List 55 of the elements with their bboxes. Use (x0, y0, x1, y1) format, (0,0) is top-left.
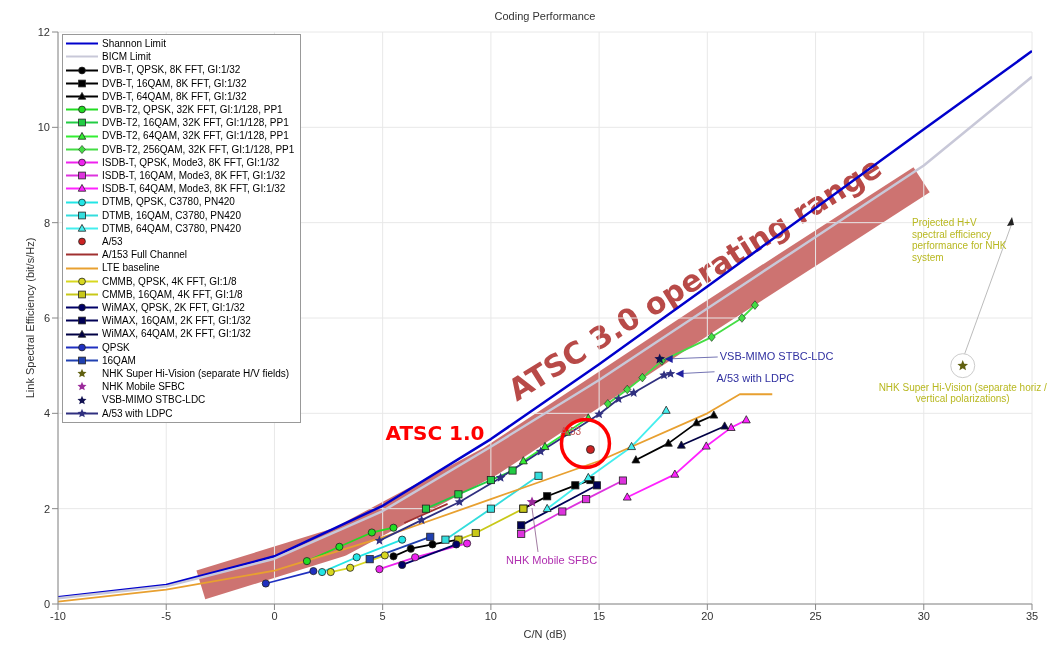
y-tick-label: 10 (37, 121, 50, 134)
y-tick-label: 0 (43, 597, 50, 610)
y-tick-label: 6 (43, 311, 50, 324)
x-tick-label: -5 (161, 609, 172, 622)
annotation: ATSC 1.0 (385, 420, 485, 445)
legend-label: QPSK (102, 340, 130, 354)
legend-label: DTMB, 64QAM, C3780, PN420 (102, 221, 241, 236)
legend-label: A/53 (102, 235, 123, 249)
legend-label: 16QAM (102, 353, 136, 368)
legend-label: ISDB-T, QPSK, Mode3, 8K FFT, GI:1/32 (102, 155, 280, 170)
legend-label: DVB-T, 16QAM, 8K FFT, GI:1/32 (102, 76, 247, 90)
legend-label: CMMB, 16QAM, 4K FFT, GI:1/8 (102, 287, 243, 302)
legend-label: DTMB, 16QAM, C3780, PN420 (102, 208, 241, 222)
y-tick-label: 2 (43, 502, 50, 515)
legend-label: CMMB, QPSK, 4K FFT, GI:1/8 (102, 274, 237, 288)
annotation: A/53 with LDPC (716, 371, 795, 385)
legend-label: DVB-T2, QPSK, 32K FFT, GI:1/128, PP1 (102, 103, 283, 117)
legend-label: DVB-T, 64QAM, 8K FFT, GI:1/32 (102, 89, 247, 104)
legend-label: DVB-T2, 256QAM, 32K FFT, GI:1/128, PP1 (102, 142, 295, 156)
x-tick-label: 15 (592, 609, 606, 622)
y-tick-label: 8 (43, 216, 50, 229)
legend-label: A/153 Full Channel (102, 248, 188, 262)
legend-label: LTE baseline (102, 261, 160, 275)
x-tick-label: -10 (50, 609, 66, 622)
legend-label: ISDB-T, 64QAM, Mode3, 8K FFT, GI:1/32 (102, 182, 286, 196)
x-tick-label: 0 (271, 609, 278, 622)
y-tick-label: 12 (37, 25, 50, 38)
legend-label: DVB-T2, 64QAM, 32K FFT, GI:1/128, PP1 (102, 129, 289, 143)
y-tick-label: 4 (43, 407, 50, 420)
legend-label: WiMAX, 64QAM, 2K FFT, GI:1/32 (102, 327, 251, 341)
x-tick-label: 10 (484, 609, 498, 622)
annotation: VSB-MIMO STBC-LDC (719, 349, 834, 363)
chart-title: Coding Performance (493, 10, 597, 22)
legend-label: DTMB, QPSK, C3780, PN420 (102, 195, 235, 209)
legend-label: VSB-MIMO STBC-LDC (102, 393, 206, 407)
legend-label: A/53 with LDPC (102, 406, 173, 420)
x-tick-label: 20 (701, 609, 714, 622)
annotation: Projected H+V spectral efficiency performance for NHK system (912, 217, 1008, 263)
x-tick-label: 25 (809, 609, 822, 622)
x-tick-label: 5 (379, 609, 386, 622)
x-tick-label: 30 (917, 609, 930, 622)
legend-label: BICM Limit (102, 50, 151, 64)
x-tick-label: 35 (1025, 609, 1039, 622)
legend-label: ISDB-T, 16QAM, Mode3, 8K FFT, GI:1/32 (102, 169, 286, 183)
annotation: NHK Mobile SFBC (506, 553, 598, 567)
legend-label: NHK Super Hi-Vision (separate H/V fields) (102, 367, 290, 381)
annotation: NHK Super Hi-Vision (separate horiz / vertical polarizations) (877, 381, 1048, 405)
legend-label: DVB-T2, 16QAM, 32K FFT, GI:1/128, PP1 (102, 116, 289, 130)
legend-label: NHK Mobile SFBC (102, 380, 185, 394)
legend-label: DVB-T, QPSK, 8K FFT, GI:1/32 (102, 63, 241, 77)
legend-label: WiMAX, QPSK, 2K FFT, GI:1/32 (102, 301, 245, 315)
x-axis-title: C/N (dB) (523, 628, 567, 640)
legend-label: WiMAX, 16QAM, 2K FFT, GI:1/32 (102, 314, 251, 328)
legend-label: Shannon Limit (102, 37, 166, 51)
y-axis-title: Link Spectral Efficiency (bit/s/Hz) (23, 237, 36, 399)
